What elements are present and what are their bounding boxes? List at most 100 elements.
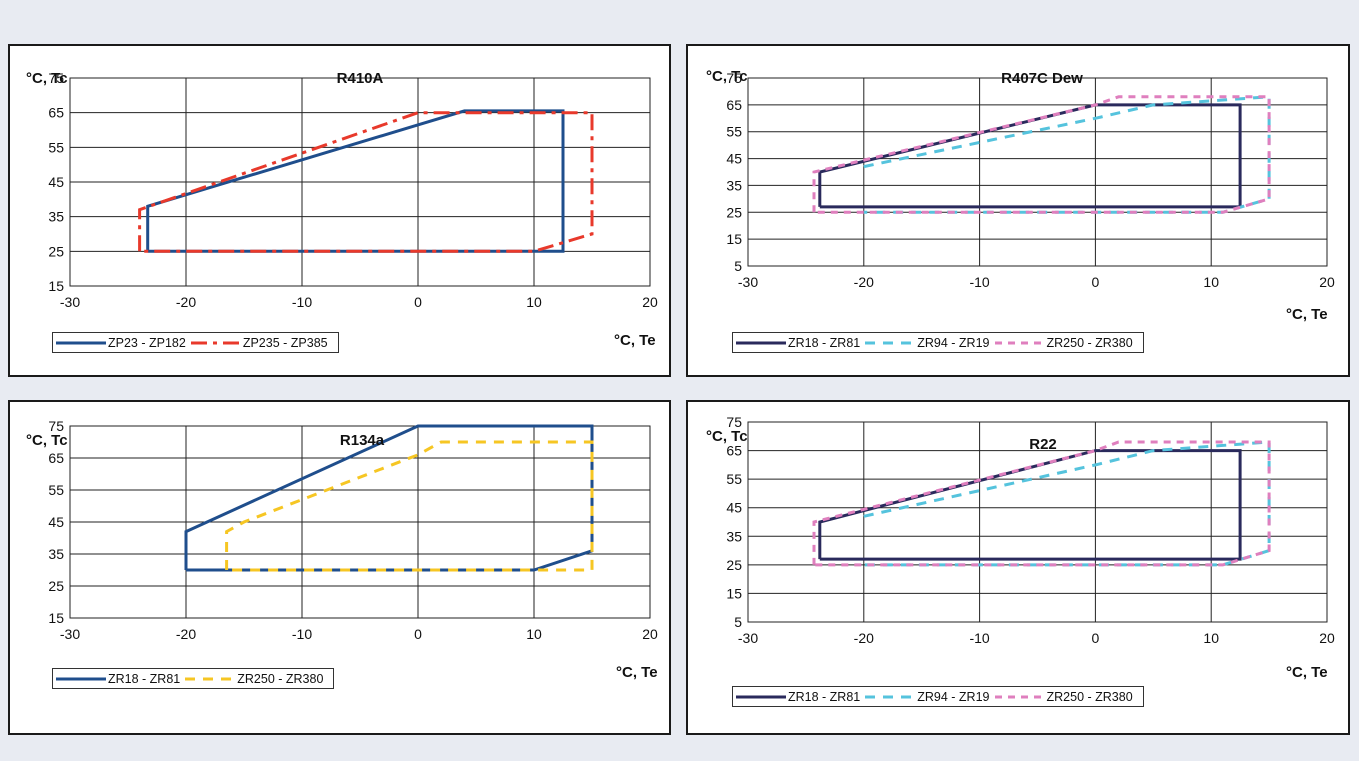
chart-svg-r410a: 15 25 35 45 55 65 75 -30 -20 -10 0 10 20 [48,70,658,310]
x-tick-label: 20 [1319,274,1335,290]
legend-item-2: ZP235 - ZP385 [190,336,328,350]
x-tick-label: 10 [1203,274,1219,290]
y-axis-label: °C, Tc [26,432,68,449]
series-line-3 [812,95,1271,214]
y-tick-label: 55 [48,482,64,498]
y-tick-label: 65 [48,450,64,466]
y-tick-label: 15 [48,278,64,294]
x-tick-label: 0 [1092,274,1100,290]
x-tick-label: -10 [969,630,989,646]
legend-item-1: ZR18 - ZR81 [735,336,860,350]
series-line-2 [863,95,1271,214]
y-tick-label: 75 [726,414,742,430]
chart-panel-r134a: 15 25 35 45 55 65 75 -30 -20 -10 0 10 20 °C, Tc R134… [8,400,671,735]
y-tick-label: 25 [48,578,64,594]
legend-swatch [994,341,1045,344]
chart-svg-r22: 5 15 25 35 45 55 65 75 -30 -20 -10 0 10 20 [726,414,1335,646]
legend-swatch [185,677,236,680]
y-tick-label: 35 [726,177,742,193]
series-line-1 [146,109,565,253]
legend-swatch [736,695,786,698]
plot-area [69,77,651,287]
series-line-2 [138,111,594,253]
legend-swatch [994,695,1045,698]
y-tick-label: 45 [48,174,64,190]
x-tick-label: -20 [854,630,874,646]
x-tick-label: -20 [854,274,874,290]
x-axis-label: °C, Te [616,664,658,681]
y-tick-label: 15 [48,610,64,626]
y-tick-label: 15 [726,585,742,601]
x-tick-label: -20 [176,294,196,310]
y-tick-label: 5 [734,614,742,630]
y-tick-label: 65 [726,97,742,113]
chart-panel-r22: 5 15 25 35 45 55 65 75 -30 -20 -10 0 10 20 °C, Tc R22… [686,400,1350,735]
x-tick-label: -30 [60,626,80,642]
legend-label: ZP235 - ZP385 [242,335,328,350]
legend-label: ZR18 - ZR81 [788,335,861,350]
y-tick-label: 45 [726,151,742,167]
legend-item-2: ZR94 - ZR19 [864,689,990,704]
x-tick-label: -10 [292,294,312,310]
legend-swatch [190,341,241,344]
legend-item-3: ZR250 - ZR380 [994,336,1133,350]
x-tick-label: 0 [414,626,422,642]
y-tick-label: 45 [726,500,742,516]
x-axis-label: °C, Te [614,332,656,349]
x-tick-label: 0 [1092,630,1100,646]
legend-item-2: ZR250 - ZR380 [184,672,323,686]
chart-legend: ZR18 - ZR81 ZR250 - ZR380 [52,668,335,689]
chart-title: R410A [336,70,384,87]
y-axis-label: °C, Tc [706,428,748,445]
chart-panel-r407c-dew: 5 15 25 35 45 55 65 75 -30 -20 -10 0 10 20 °C, Tc R40… [686,44,1350,377]
legend-label: ZR250 - ZR380 [237,671,324,686]
chart-legend: ZR18 - ZR81 ZR94 - ZR19 ZR250 - ZR380 [732,686,1144,707]
y-tick-label: 65 [48,105,64,121]
legend-label: ZR18 - ZR81 [108,671,181,686]
legend-label: ZR250 - ZR380 [1046,689,1133,704]
y-tick-label: 55 [726,471,742,487]
legend-swatch [865,341,916,344]
chart-title: R22 [1029,436,1057,453]
series-line-3 [812,440,1271,567]
plot-area [747,421,1328,623]
legend-item-1: ZR18 - ZR81 [55,672,180,686]
y-tick-label: 35 [48,209,64,225]
series-line-2 [225,440,594,572]
x-tick-label: -30 [738,274,758,290]
legend-swatch [865,695,916,698]
series-line-2 [863,440,1271,567]
chart-panel-r410a: 15 25 35 45 55 65 75 -30 -20 -10 0 10 20 °C, Tc R410… [8,44,671,377]
legend-label: ZR250 - ZR380 [1046,335,1133,350]
x-tick-label: -10 [969,274,989,290]
y-tick-label: 75 [48,70,64,86]
legend-swatch [56,677,106,680]
series-line-1 [184,424,594,572]
x-tick-label: -30 [60,294,80,310]
y-tick-label: 35 [726,528,742,544]
x-tick-label: 20 [642,626,658,642]
y-tick-label: 15 [726,231,742,247]
y-tick-label: 75 [48,418,64,434]
chart-title: R407C Dew [1001,70,1083,87]
x-tick-label: 10 [526,626,542,642]
legend-label: ZR18 - ZR81 [788,689,861,704]
y-tick-label: 25 [48,243,64,259]
chart-legend: ZP23 - ZP182 ZP235 - ZP385 [52,332,339,353]
legend-swatch [56,341,106,344]
x-tick-label: -10 [292,626,312,642]
y-tick-label: 55 [48,139,64,155]
legend-item-1: ZP23 - ZP182 [55,336,186,350]
legend-item-3: ZR250 - ZR380 [994,690,1133,704]
legend-label: ZR94 - ZR19 [917,689,990,704]
chart-legend: ZR18 - ZR81 ZR94 - ZR19 ZR250 - ZR380 [732,332,1144,353]
y-axis-label: °C, Tc [26,70,68,87]
x-tick-label: -30 [738,630,758,646]
chart-svg-r134a: 15 25 35 45 55 65 75 -30 -20 -10 0 10 20 [48,418,658,642]
plot-area [747,77,1328,267]
x-axis-label: °C, Te [1286,306,1328,323]
y-tick-label: 65 [726,443,742,459]
legend-item-2: ZR94 - ZR19 [864,336,990,350]
y-tick-label: 5 [734,258,742,274]
y-tick-label: 55 [726,124,742,140]
